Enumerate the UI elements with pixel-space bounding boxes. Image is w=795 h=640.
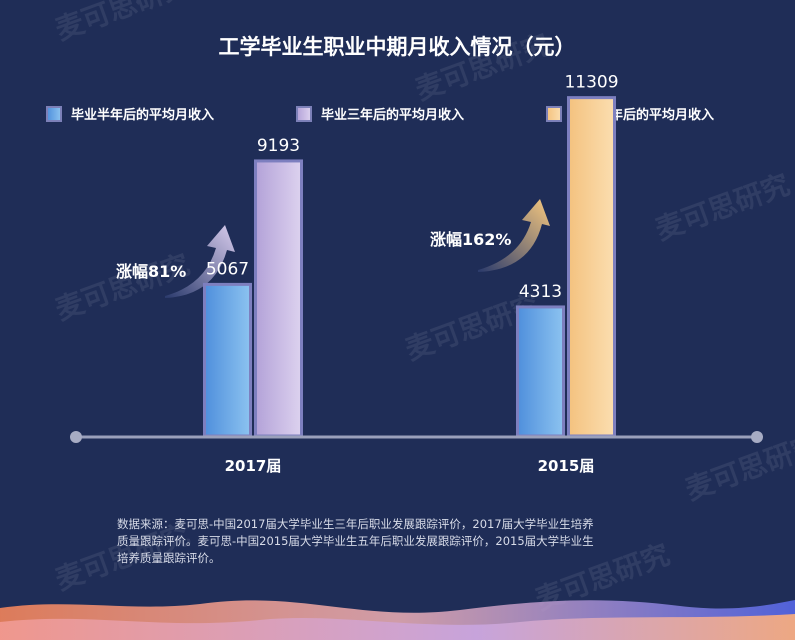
x-tick-label-2015: 2015届 — [538, 457, 595, 475]
value-label-2017届-series-0: 5067 — [206, 259, 249, 279]
growth-label-2015: 涨幅162% — [430, 230, 511, 249]
source-note: 数据来源：麦可思-中国2017届大学毕业生三年后职业发展跟踪评价，2017届大学… — [117, 517, 594, 565]
legend-item-three-year: 毕业三年后的平均月收入 — [296, 106, 464, 123]
value-label-2015届-series-0: 4313 — [519, 282, 562, 302]
bar-2017届-series-1 — [254, 159, 303, 438]
value-label-2015届-series-2: 11309 — [564, 73, 618, 93]
bars-layer: 5067 9193 4313 11309 — [203, 73, 619, 438]
growth-arrow-icon — [478, 199, 550, 272]
watermark-text: 麦可思研究 — [651, 168, 794, 247]
growth-label-2017: 涨幅81% — [116, 262, 186, 281]
x-axis — [70, 431, 763, 443]
decorative-waves — [0, 600, 795, 640]
bar-2015届-series-0 — [516, 305, 565, 438]
axis-end-dot — [751, 431, 763, 443]
chart-title: 工学毕业生职业中期月收入情况（元） — [219, 35, 576, 59]
watermark-text: 麦可思研究 — [51, 248, 194, 327]
watermark-text: 麦可思研究 — [681, 428, 795, 507]
legend-label-half-year: 毕业半年后的平均月收入 — [71, 107, 214, 123]
x-tick-label-2017: 2017届 — [225, 457, 282, 475]
bar-2017届-series-0 — [203, 282, 252, 438]
axis-end-dot — [70, 431, 82, 443]
value-label-2017届-series-1: 9193 — [257, 136, 300, 156]
legend-item-half-year: 毕业半年后的平均月收入 — [46, 106, 214, 123]
growth-arrow-icon — [165, 225, 235, 298]
bar-2015届-series-2 — [567, 96, 616, 438]
watermark-text: 麦可思研究 — [51, 0, 194, 47]
legend-label-three-year: 毕业三年后的平均月收入 — [321, 107, 464, 123]
